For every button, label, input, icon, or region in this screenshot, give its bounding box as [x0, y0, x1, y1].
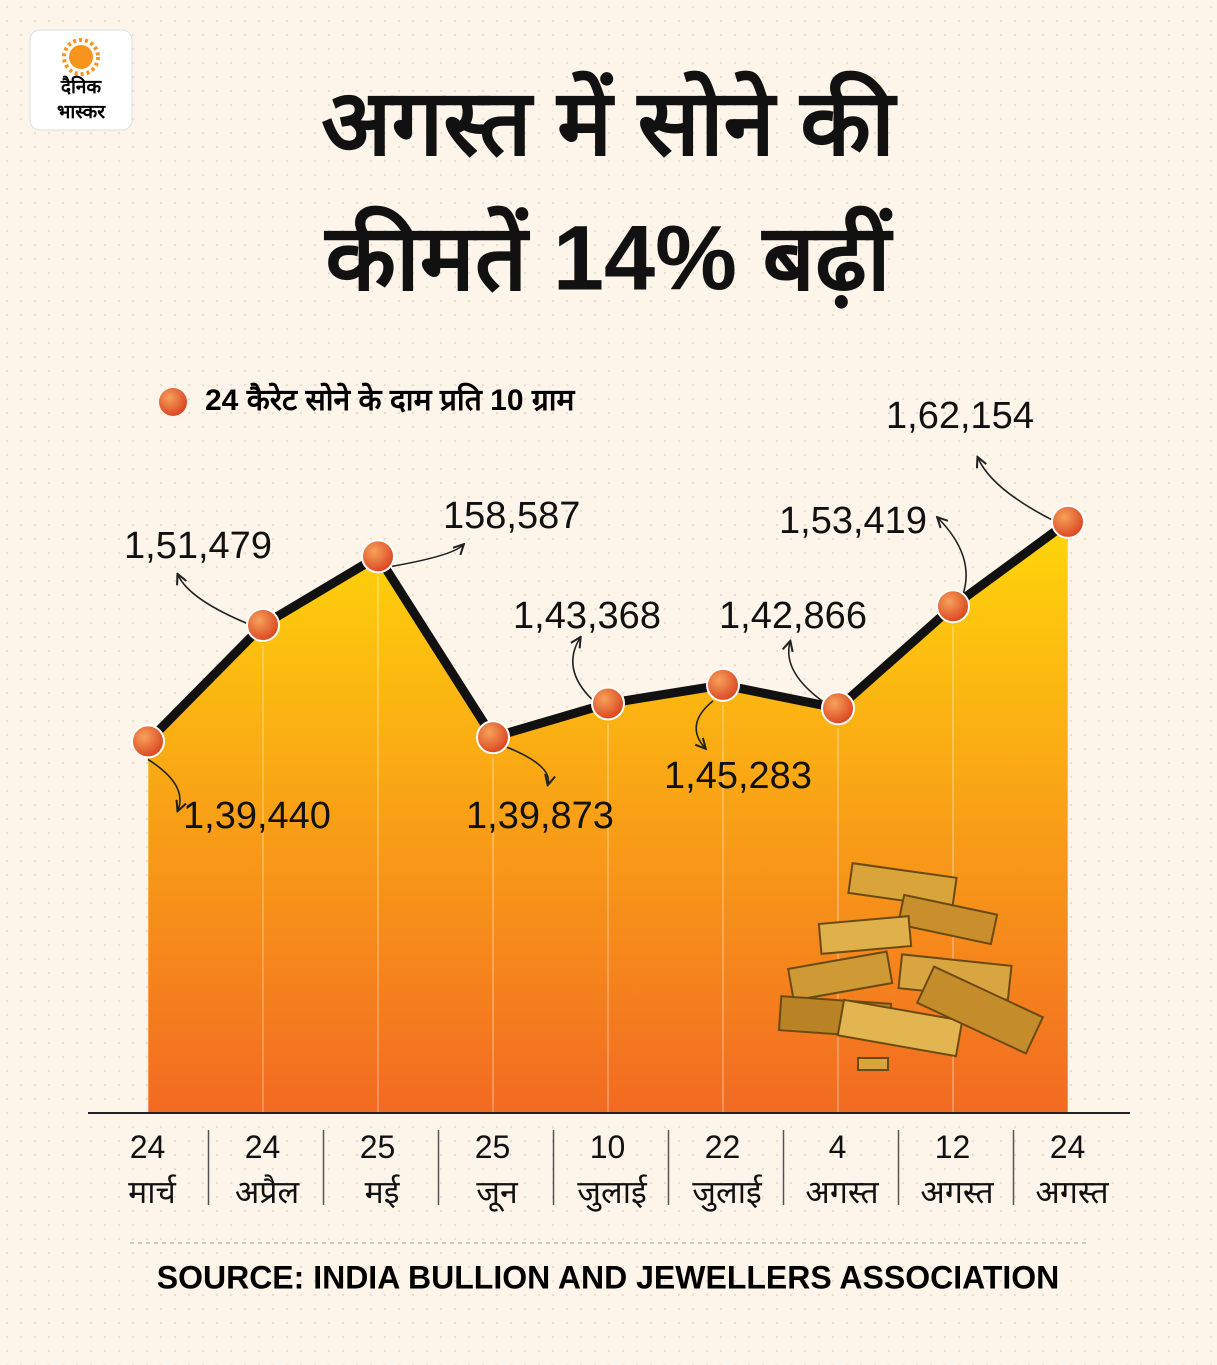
- point: [591, 686, 625, 721]
- gold-bar: [786, 950, 894, 1002]
- gold-bar: [857, 1057, 889, 1071]
- x-tick-label: 25 मई: [360, 1129, 404, 1210]
- x-tick-label: 12 अगस्त: [920, 1129, 994, 1210]
- point: [936, 589, 970, 624]
- gold-bars: [777, 862, 1045, 1071]
- source: SOURCE: INDIA BULLION AND JEWELLERS ASSO…: [157, 1259, 1060, 1295]
- gold-bar: [847, 862, 958, 909]
- logo-rays: [62, 38, 100, 76]
- point: [246, 608, 280, 643]
- x-tick-label: 10 जुलाई: [577, 1129, 648, 1212]
- x-tick-label: 4 अगस्त: [805, 1129, 879, 1210]
- data-label: 1,39,873: [466, 795, 614, 837]
- callout-arrow: [391, 545, 463, 568]
- chart-title: कीमतें 14% बढ़ीं: [323, 205, 894, 309]
- point: [131, 724, 165, 759]
- gold-bar: [896, 893, 999, 946]
- logo-box: [29, 29, 133, 131]
- data-label: 1,53,419: [779, 500, 927, 542]
- callout-arrow: [506, 746, 548, 784]
- x-tick-label: 24 अगस्त: [1035, 1129, 1109, 1210]
- logo-text: भास्कर: [57, 102, 106, 123]
- callout-arrow: [789, 642, 825, 703]
- logo-text: दैनिक: [60, 75, 103, 98]
- callout-arrow: [178, 575, 252, 626]
- logo-sun: [69, 45, 93, 69]
- gold-bar: [915, 965, 1045, 1055]
- data-label: 1,62,154: [886, 395, 1034, 437]
- gold-bar: [836, 998, 964, 1058]
- plot: 1,39,440 1,51,479 158,587 1,39,873 1,43,368 1…: [88, 395, 1130, 1212]
- point: [1051, 504, 1085, 539]
- point: [361, 539, 395, 574]
- x-tick-label: 24 मार्च: [128, 1129, 177, 1210]
- data-label: 1,51,479: [124, 525, 272, 567]
- data-label: 1,39,440: [183, 795, 331, 837]
- legend-marker: [159, 388, 187, 416]
- gold-bar: [817, 915, 913, 955]
- callout-arrow: [147, 758, 180, 810]
- x-tick-label: 24 अप्रैल: [235, 1129, 301, 1210]
- x-tick-label: 25 जून: [475, 1129, 519, 1212]
- x-tick-label: 22 जुलाई: [692, 1129, 763, 1212]
- point: [821, 691, 855, 726]
- data-label: 1,45,283: [664, 755, 812, 797]
- data-label: 1,42,866: [719, 595, 867, 637]
- callout-arrow: [938, 518, 967, 595]
- callout-arrow: [978, 458, 1057, 523]
- callout-arrow: [573, 638, 593, 701]
- callout-arrow: [696, 700, 714, 748]
- point: [706, 667, 740, 702]
- legend-label: 24 कैरेट सोने के दाम प्रति 10 ग्राम: [205, 382, 576, 417]
- logo: दैनिक भास्कर: [29, 29, 133, 131]
- data-label: 1,43,368: [513, 595, 661, 637]
- point: [476, 720, 510, 755]
- data-label: 158,587: [443, 495, 580, 537]
- chart-title: अगस्त में सोने की: [321, 70, 898, 174]
